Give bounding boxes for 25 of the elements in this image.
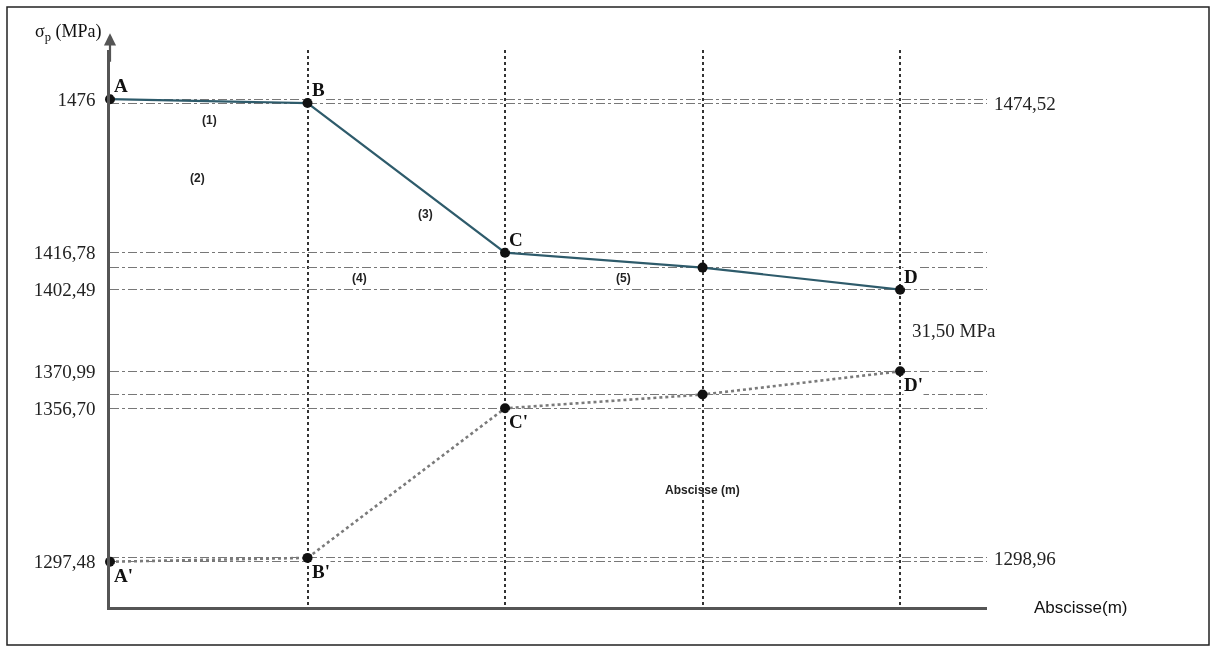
- annotation: (2): [190, 171, 205, 185]
- y-tick-label: 1370,99: [33, 360, 96, 382]
- y-tick-label: 1356,70: [33, 397, 96, 419]
- x-axis-title: Abscisse(m): [1034, 598, 1128, 617]
- y-tick-label: 1416,78: [33, 242, 96, 264]
- y-axis-title: σ$_{p}$ (MPa): [35, 21, 102, 44]
- y-tick-label: 1476: [57, 88, 96, 110]
- annotation: 31,50 MPa: [912, 320, 996, 341]
- annotation: B: [312, 79, 325, 100]
- annotation: A: [114, 75, 128, 96]
- annotation: C': [509, 411, 528, 432]
- annotation: (5): [616, 271, 631, 285]
- annotation: (1): [202, 113, 217, 127]
- y2-tick-label: 1298,96: [994, 547, 1056, 569]
- y-tick-label: 1402,49: [33, 279, 96, 301]
- y2-tick-label: 1474,52: [994, 92, 1056, 114]
- annotation: (3): [418, 207, 433, 221]
- annotation: B': [312, 561, 330, 582]
- annotation: C: [509, 229, 523, 250]
- annotation: Abscisse (m): [665, 483, 740, 497]
- annotation: D': [904, 374, 923, 395]
- annotation: D: [904, 266, 918, 287]
- y-tick-label: 1297,48: [33, 551, 96, 573]
- annotation: A': [114, 565, 133, 586]
- annotation: (4): [352, 271, 367, 285]
